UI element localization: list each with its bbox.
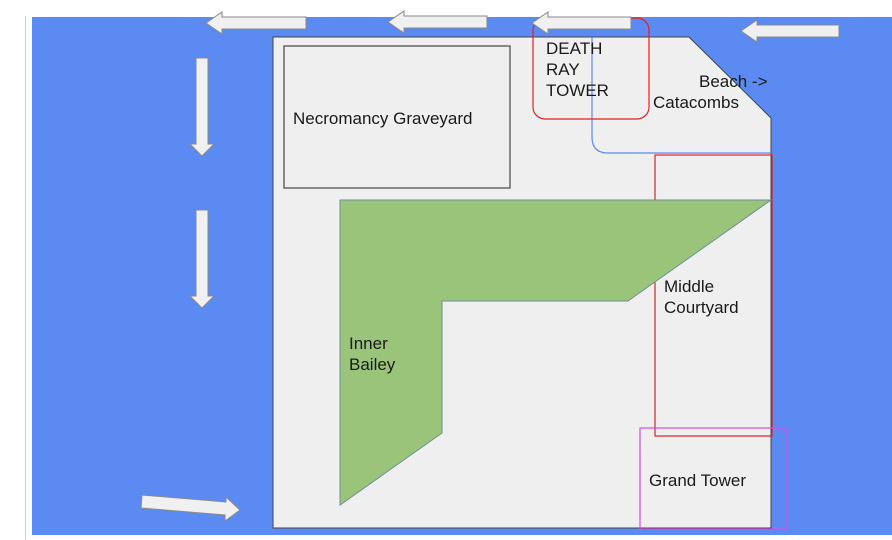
block-arrow-icon — [531, 11, 632, 35]
block-arrow-icon — [205, 11, 307, 35]
catacombs-region — [591, 37, 771, 154]
death-ray-label-line2: RAY — [546, 60, 580, 79]
death-ray-label-line3: TOWER — [546, 81, 609, 100]
necromancy-graveyard-region — [283, 45, 511, 189]
block-arrow-icon — [387, 10, 488, 34]
block-arrow-icon — [188, 57, 216, 157]
beach-label: Beach -> — [699, 72, 768, 91]
middle-courtyard-region — [654, 154, 773, 437]
grand-tower-label: Grand Tower — [649, 471, 746, 490]
catacombs-label: Catacombs — [653, 93, 739, 112]
middle-courtyard-label-line1: Middle — [664, 277, 714, 296]
inner-bailey-label-line1: Inner — [349, 334, 388, 353]
grand-tower-region — [639, 427, 788, 530]
inner-bailey-label-line2: Bailey — [349, 355, 396, 374]
inner-bailey-region — [339, 199, 773, 506]
flow-arrows — [140, 10, 840, 522]
death-ray-label-line1: DEATH — [546, 39, 602, 58]
block-arrow-icon — [740, 19, 840, 43]
block-arrow-icon — [188, 209, 216, 309]
graveyard-label: Necromancy Graveyard — [293, 109, 473, 128]
block-arrow-icon — [140, 494, 241, 522]
middle-courtyard-label-line2: Courtyard — [664, 298, 739, 317]
